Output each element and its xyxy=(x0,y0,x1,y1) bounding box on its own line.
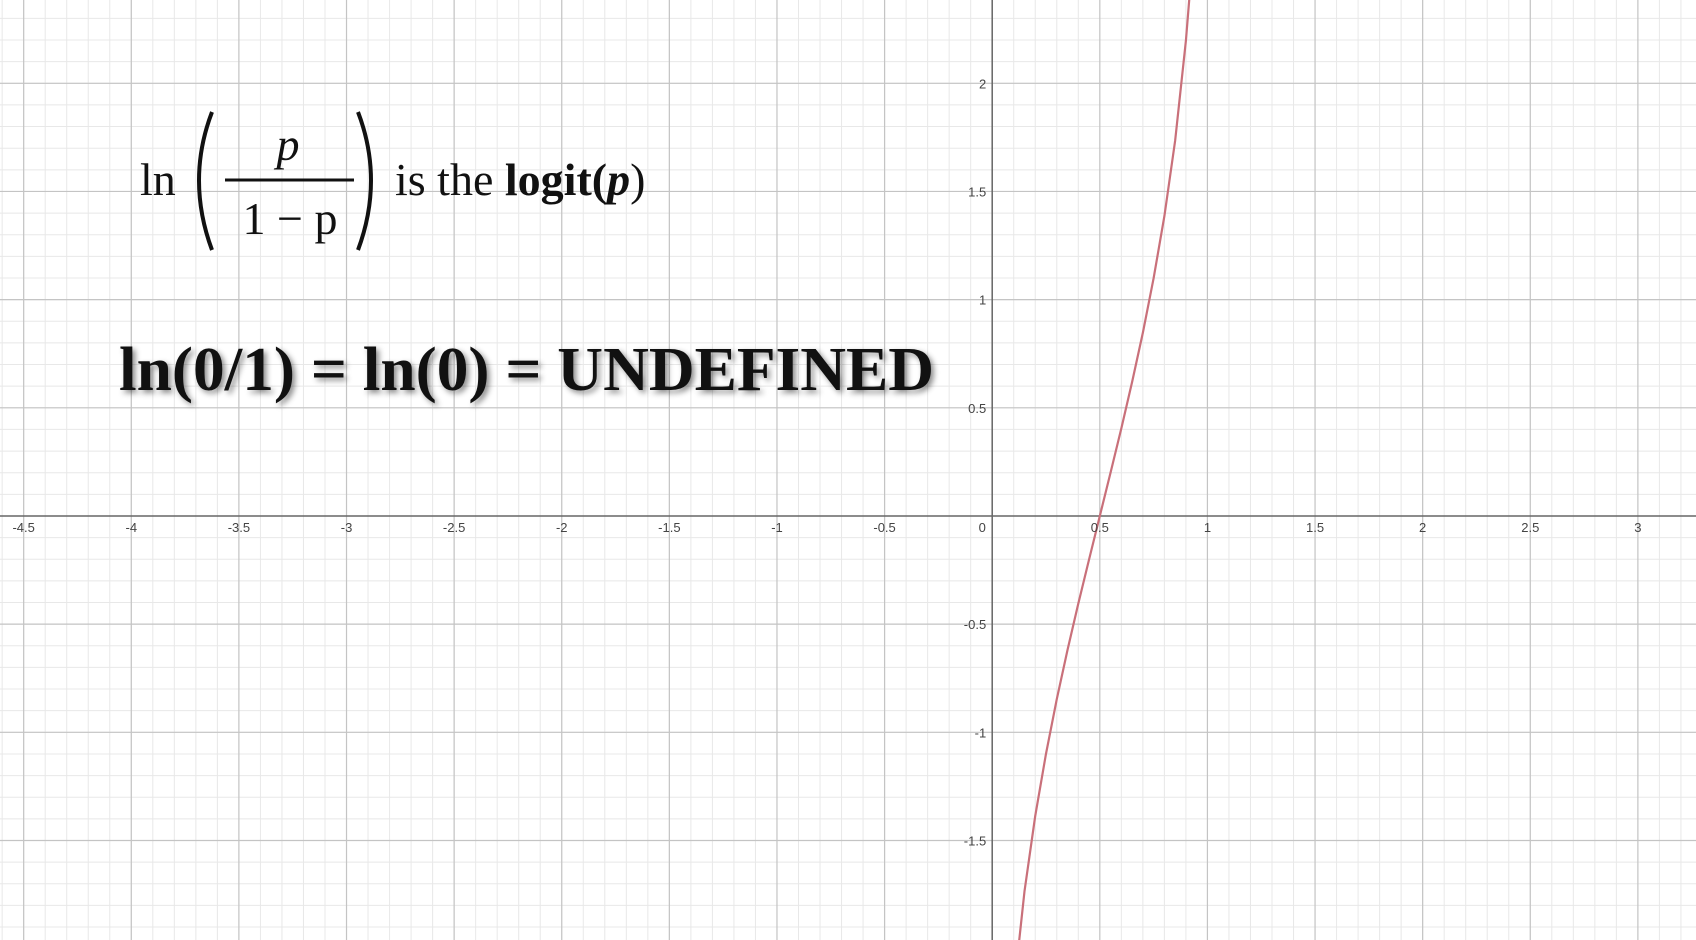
formula-close: ) xyxy=(630,154,645,205)
x-tick-label: 0.5 xyxy=(1091,520,1109,535)
y-tick-label: -0.5 xyxy=(964,617,986,632)
x-tick-label: -4 xyxy=(126,520,138,535)
x-tick-label: 0 xyxy=(979,520,986,535)
y-tick-label: 1.5 xyxy=(968,184,986,199)
x-tick-label: 2 xyxy=(1419,520,1426,535)
formula: ln p 1 − p is the logit(p) xyxy=(140,111,645,251)
paren-left xyxy=(197,111,214,251)
x-tick-label: 2.5 xyxy=(1521,520,1539,535)
y-tick-label: 2 xyxy=(979,76,986,91)
x-tick-label: -2 xyxy=(556,520,568,535)
formula-text: is the logit(p) xyxy=(395,154,645,205)
ln-text: ln xyxy=(140,154,176,205)
paren-right xyxy=(356,111,373,251)
denominator: 1 − p xyxy=(243,193,338,244)
x-tick-label: -3.5 xyxy=(228,520,250,535)
x-tick-label: -4.5 xyxy=(12,520,34,535)
x-tick-label: 3 xyxy=(1634,520,1641,535)
y-tick-label: 0.5 xyxy=(968,401,986,416)
numerator: p xyxy=(274,119,300,170)
y-tick-label: -1.5 xyxy=(964,833,986,848)
x-tick-label: -3 xyxy=(341,520,353,535)
y-tick-label: 1 xyxy=(979,293,986,308)
x-tick-label: -1.5 xyxy=(658,520,680,535)
formula-words: is the xyxy=(395,154,493,205)
curve-layer xyxy=(1018,0,1191,940)
statement: ln(0/1) = ln(0) = UNDEFINED xyxy=(119,336,934,404)
formula-function: logit( xyxy=(505,154,607,205)
y-tick-label: -1 xyxy=(975,725,987,740)
x-tick-label: 1.5 xyxy=(1306,520,1324,535)
formula-argument: p xyxy=(603,154,630,205)
x-tick-label: -2.5 xyxy=(443,520,465,535)
x-tick-label: 1 xyxy=(1204,520,1211,535)
logit-curve xyxy=(1018,0,1191,940)
x-tick-label: -1 xyxy=(771,520,783,535)
tick-labels: -4.5 -4 -3.5 -3 -2.5 -2 -1.5 -1 -0.5 0 0.5 1 1.5 2 2.5… xyxy=(12,76,1641,848)
x-tick-label: -0.5 xyxy=(873,520,895,535)
